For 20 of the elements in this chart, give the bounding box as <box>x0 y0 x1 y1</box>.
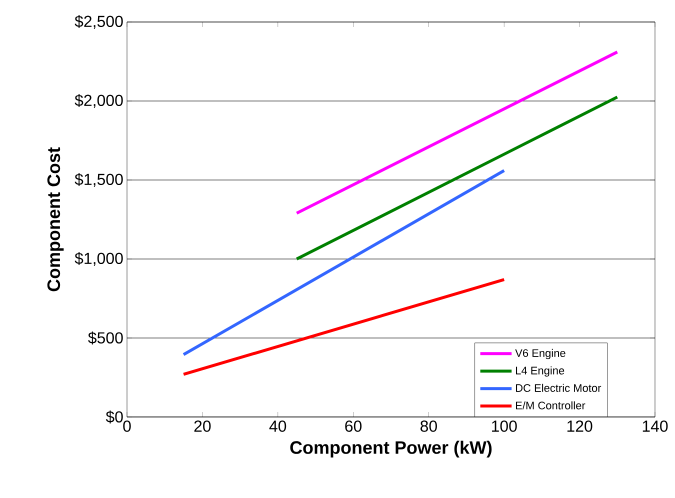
x-tick-label: 120 <box>567 420 592 432</box>
y-tick-label: $1,000 <box>74 252 123 266</box>
y-tick-label: $2,500 <box>74 15 123 29</box>
x-tick-label: 80 <box>420 420 437 432</box>
x-tick-label: 20 <box>194 420 211 432</box>
y-tick-label: $0 <box>106 410 123 424</box>
legend-label: L4 Engine <box>516 366 564 377</box>
x-tick-label: 0 <box>123 420 131 432</box>
y-tick-label: $500 <box>88 332 123 344</box>
x-axis-title: Component Power (kW) <box>290 440 492 458</box>
x-tick-label: 40 <box>269 420 286 432</box>
legend-label: V6 Engine <box>515 348 566 360</box>
y-axis-title: Component Cost <box>47 147 64 292</box>
x-tick-label: 140 <box>642 420 668 432</box>
legend-label: E/M Controller <box>516 401 586 410</box>
x-tick-label: 60 <box>345 420 362 432</box>
y-tick-label: $2,000 <box>74 94 123 108</box>
y-tick-label: $1,500 <box>74 173 123 187</box>
x-tick-label: 100 <box>492 420 517 432</box>
legend-label: DC Electric Motor <box>516 384 602 392</box>
